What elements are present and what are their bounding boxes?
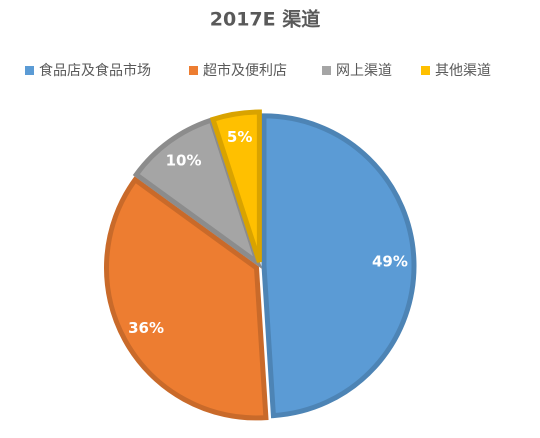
legend-swatch bbox=[25, 66, 34, 75]
pie-slice bbox=[209, 109, 262, 263]
legend-swatch bbox=[189, 66, 198, 75]
legend-label: 网上渠道 bbox=[336, 63, 392, 79]
chart-title: 2017E 渠道 bbox=[210, 8, 320, 31]
data-label: 5% bbox=[227, 128, 252, 146]
pie-slice bbox=[132, 116, 263, 270]
pie-slice bbox=[261, 113, 417, 419]
legend-label: 其他渠道 bbox=[435, 63, 491, 79]
pie-slice bbox=[104, 176, 269, 421]
data-label: 49% bbox=[372, 252, 408, 270]
data-label: 36% bbox=[128, 319, 164, 337]
data-label: 10% bbox=[166, 151, 202, 169]
legend-swatch bbox=[322, 66, 331, 75]
legend-label: 食品店及食品市场 bbox=[39, 62, 151, 79]
legend-swatch bbox=[421, 66, 430, 75]
legend-label: 超市及便利店 bbox=[203, 62, 287, 79]
